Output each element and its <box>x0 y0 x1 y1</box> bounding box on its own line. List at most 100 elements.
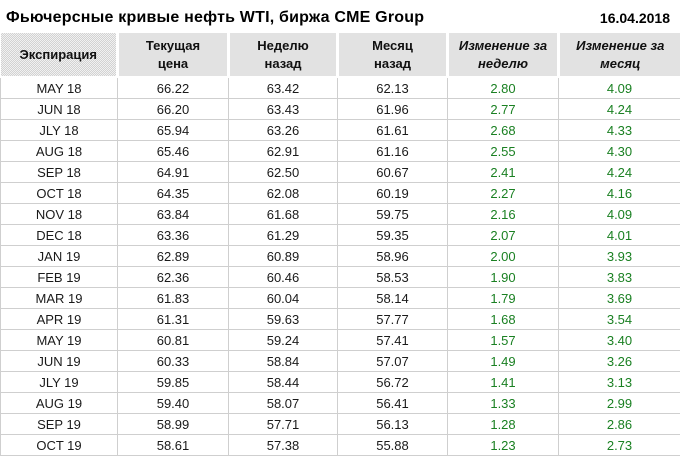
cell-change-month: 4.09 <box>558 76 680 99</box>
cell-expiration: MAY 18 <box>0 76 118 99</box>
table-row: JLY 18 65.94 63.26 61.61 2.68 4.33 <box>0 119 680 141</box>
table-row: OCT 19 58.61 57.38 55.88 1.23 2.73 <box>0 434 680 456</box>
cell-expiration: MAR 19 <box>0 287 118 309</box>
cell-current-price: 62.89 <box>117 245 229 267</box>
cell-month-ago: 55.88 <box>337 434 448 456</box>
table-row: AUG 19 59.40 58.07 56.41 1.33 2.99 <box>0 392 680 414</box>
cell-current-price: 62.36 <box>117 266 229 288</box>
cell-week-ago: 61.29 <box>228 224 338 246</box>
cell-month-ago: 57.77 <box>337 308 448 330</box>
cell-change-week: 2.80 <box>447 76 559 99</box>
cell-month-ago: 58.96 <box>337 245 448 267</box>
cell-current-price: 60.33 <box>117 350 229 372</box>
table-row: JUN 18 66.20 63.43 61.96 2.77 4.24 <box>0 98 680 120</box>
cell-week-ago: 57.71 <box>228 413 338 435</box>
table-row: DEC 18 63.36 61.29 59.35 2.07 4.01 <box>0 224 680 246</box>
cell-week-ago: 62.08 <box>228 182 338 204</box>
cell-change-month: 4.33 <box>558 119 680 141</box>
table-row: NOV 18 63.84 61.68 59.75 2.16 4.09 <box>0 203 680 225</box>
cell-week-ago: 60.04 <box>228 287 338 309</box>
cell-expiration: SEP 19 <box>0 413 118 435</box>
cell-week-ago: 63.42 <box>228 76 338 99</box>
cell-week-ago: 60.46 <box>228 266 338 288</box>
cell-change-month: 3.93 <box>558 245 680 267</box>
cell-month-ago: 57.41 <box>337 329 448 351</box>
cell-change-month: 3.69 <box>558 287 680 309</box>
column-header-current-price: Текущая цена <box>116 33 229 78</box>
cell-change-month: 3.54 <box>558 308 680 330</box>
cell-current-price: 63.84 <box>117 203 229 225</box>
cell-change-month: 3.13 <box>558 371 680 393</box>
cell-change-month: 3.83 <box>558 266 680 288</box>
cell-current-price: 58.61 <box>117 434 229 456</box>
cell-week-ago: 62.91 <box>228 140 338 162</box>
cell-month-ago: 58.53 <box>337 266 448 288</box>
cell-change-week: 1.57 <box>447 329 559 351</box>
column-header-change-month: Изменение за месяц <box>557 33 680 78</box>
table-row: JUN 19 60.33 58.84 57.07 1.49 3.26 <box>0 350 680 372</box>
cell-month-ago: 61.16 <box>337 140 448 162</box>
cell-current-price: 59.40 <box>117 392 229 414</box>
cell-expiration: FEB 19 <box>0 266 118 288</box>
cell-expiration: MAY 19 <box>0 329 118 351</box>
page-title: Фьючерсные кривые нефть WTI, биржа CME G… <box>6 8 425 26</box>
cell-change-month: 4.09 <box>558 203 680 225</box>
cell-change-week: 1.23 <box>447 434 559 456</box>
cell-month-ago: 56.41 <box>337 392 448 414</box>
cell-week-ago: 63.26 <box>228 119 338 141</box>
title-bar: Фьючерсные кривые нефть WTI, биржа CME G… <box>0 0 680 33</box>
header-row: Экспирация Текущая цена Неделю назад Месяц… <box>0 33 680 78</box>
cell-change-week: 1.41 <box>447 371 559 393</box>
cell-week-ago: 62.50 <box>228 161 338 183</box>
cell-change-month: 2.73 <box>558 434 680 456</box>
cell-current-price: 64.91 <box>117 161 229 183</box>
cell-current-price: 59.85 <box>117 371 229 393</box>
cell-change-week: 1.33 <box>447 392 559 414</box>
cell-change-week: 2.55 <box>447 140 559 162</box>
cell-change-month: 2.99 <box>558 392 680 414</box>
table-row: MAY 18 66.22 63.42 62.13 2.80 4.09 <box>0 76 680 99</box>
table-row: MAR 19 61.83 60.04 58.14 1.79 3.69 <box>0 287 680 309</box>
futures-curve-table: Экспирация Текущая цена Неделю назад Месяц… <box>0 33 680 456</box>
cell-week-ago: 60.89 <box>228 245 338 267</box>
cell-expiration: NOV 18 <box>0 203 118 225</box>
report-date: 16.04.2018 <box>599 9 670 26</box>
table-row: SEP 19 58.99 57.71 56.13 1.28 2.86 <box>0 413 680 435</box>
cell-month-ago: 61.96 <box>337 98 448 120</box>
cell-current-price: 61.83 <box>117 287 229 309</box>
cell-current-price: 65.46 <box>117 140 229 162</box>
cell-change-week: 2.00 <box>447 245 559 267</box>
cell-week-ago: 57.38 <box>228 434 338 456</box>
cell-current-price: 61.31 <box>117 308 229 330</box>
cell-change-month: 3.26 <box>558 350 680 372</box>
table-row: MAY 19 60.81 59.24 57.41 1.57 3.40 <box>0 329 680 351</box>
table-row: SEP 18 64.91 62.50 60.67 2.41 4.24 <box>0 161 680 183</box>
cell-month-ago: 59.35 <box>337 224 448 246</box>
cell-change-month: 4.24 <box>558 161 680 183</box>
cell-change-week: 2.41 <box>447 161 559 183</box>
cell-month-ago: 59.75 <box>337 203 448 225</box>
table-header: Экспирация Текущая цена Неделю назад Месяц… <box>0 33 680 78</box>
cell-change-week: 1.49 <box>447 350 559 372</box>
column-header-expiration: Экспирация <box>0 33 118 78</box>
cell-week-ago: 63.43 <box>228 98 338 120</box>
cell-expiration: JUN 19 <box>0 350 118 372</box>
cell-month-ago: 58.14 <box>337 287 448 309</box>
cell-change-month: 4.24 <box>558 98 680 120</box>
table-row: JLY 19 59.85 58.44 56.72 1.41 3.13 <box>0 371 680 393</box>
cell-expiration: SEP 18 <box>0 161 118 183</box>
cell-expiration: DEC 18 <box>0 224 118 246</box>
cell-week-ago: 58.84 <box>228 350 338 372</box>
column-header-week-ago: Неделю назад <box>227 33 338 78</box>
cell-change-month: 2.86 <box>558 413 680 435</box>
cell-week-ago: 58.44 <box>228 371 338 393</box>
cell-month-ago: 56.72 <box>337 371 448 393</box>
cell-month-ago: 61.61 <box>337 119 448 141</box>
cell-week-ago: 59.24 <box>228 329 338 351</box>
cell-change-month: 4.01 <box>558 224 680 246</box>
table-row: JAN 19 62.89 60.89 58.96 2.00 3.93 <box>0 245 680 267</box>
column-header-month-ago: Месяц назад <box>336 33 448 78</box>
cell-month-ago: 56.13 <box>337 413 448 435</box>
cell-change-month: 4.16 <box>558 182 680 204</box>
